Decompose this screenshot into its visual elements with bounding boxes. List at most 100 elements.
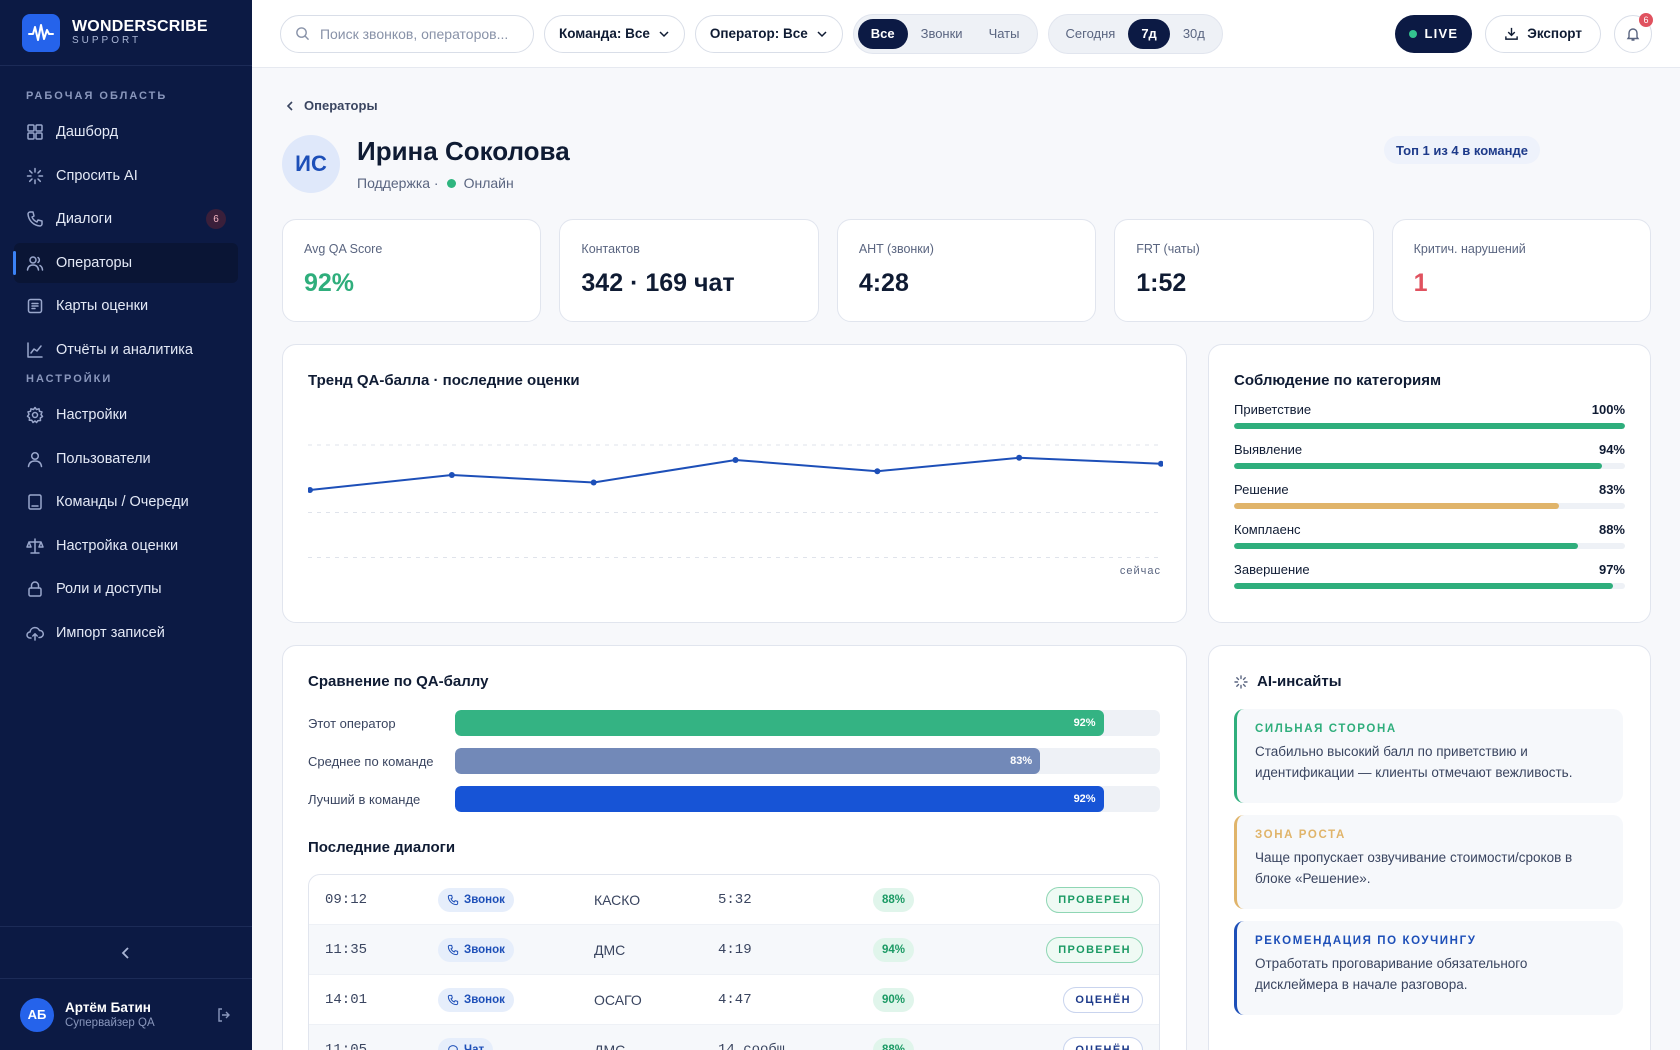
dialog-score: 94% bbox=[873, 937, 915, 962]
comparison-row: Среднее по команде 83% bbox=[308, 748, 1160, 774]
insight-card: СИЛЬНАЯ СТОРОНА Стабильно высокий балл по… bbox=[1234, 709, 1623, 803]
table-row[interactable]: 11:05 Чат ДМС 14 сообщ. 88% ОЦЕНЁН bbox=[309, 1025, 1159, 1050]
trend-point[interactable] bbox=[590, 479, 597, 486]
gear-icon bbox=[26, 406, 44, 424]
compliance-bar bbox=[1234, 463, 1602, 469]
brand-logo-icon bbox=[22, 13, 60, 52]
trend-point[interactable] bbox=[1158, 460, 1163, 467]
period-option[interactable]: Сегодня bbox=[1065, 26, 1116, 41]
sidebar-item-workspace-3[interactable]: Операторы bbox=[13, 242, 238, 283]
trend-point[interactable] bbox=[448, 472, 455, 478]
comparison-track: 92% bbox=[455, 786, 1160, 812]
kpi-value: 92% bbox=[304, 269, 355, 297]
insights-card: AI-инсайты СИЛЬНАЯ СТОРОНА Стабильно высо… bbox=[1208, 645, 1651, 1050]
table-row[interactable]: 09:12 Звонок КАСКО 5:32 88% ПРОВЕРЕН bbox=[309, 875, 1159, 925]
users-icon bbox=[26, 255, 44, 271]
bell-icon bbox=[1626, 27, 1640, 41]
dialog-score: 88% bbox=[873, 1037, 915, 1050]
insight-text: Отработать проговаривание обязательного … bbox=[1255, 956, 1528, 992]
compliance-value: 83% bbox=[1598, 482, 1625, 497]
live-dot-icon bbox=[1408, 29, 1417, 38]
search-box[interactable] bbox=[280, 14, 534, 53]
period-option[interactable]: 7д bbox=[1128, 18, 1170, 49]
cloud-upload-icon bbox=[26, 626, 44, 641]
compliance-row: Комплаенс 88% bbox=[1234, 522, 1625, 549]
kpi-card: AHT (звонки) 4:28 bbox=[836, 219, 1097, 322]
export-button[interactable]: Экспорт bbox=[1485, 14, 1601, 53]
operator-filter-label: Оператор: Все bbox=[709, 26, 808, 41]
sidebar-item-workspace-1[interactable]: Спросить AI bbox=[14, 156, 238, 196]
sidebar-item-workspace-4[interactable]: Карты оценки bbox=[14, 286, 238, 326]
dialog-status-badge: ОЦЕНЁН bbox=[1063, 986, 1143, 1013]
trend-title: Тренд QA-балла · последние оценки bbox=[308, 372, 580, 389]
live-button[interactable]: LIVE bbox=[1394, 14, 1473, 53]
sidebar-item-label: Настройки bbox=[56, 407, 128, 423]
compliance-track bbox=[1234, 583, 1625, 589]
channel-option[interactable]: Все bbox=[857, 18, 908, 49]
team-filter-dropdown[interactable]: Команда: Все bbox=[544, 14, 685, 53]
dialog-status-badge: ОЦЕНЁН bbox=[1063, 1036, 1143, 1050]
sparkle-icon bbox=[26, 167, 44, 184]
chevron-left-icon bbox=[121, 946, 129, 959]
chevron-down-icon bbox=[659, 30, 669, 37]
rank-badge: Топ 1 из 4 в команде bbox=[1384, 136, 1540, 164]
collapse-sidebar-button[interactable] bbox=[0, 926, 252, 978]
insight-text: Стабильно высокий балл по приветствию и … bbox=[1255, 744, 1573, 780]
phone-icon bbox=[447, 994, 459, 1005]
period-toggle: Сегодня 7д 30д bbox=[1047, 13, 1223, 54]
kpi-value: 342 · 169 чат bbox=[581, 269, 735, 297]
table-row[interactable]: 14:01 Звонок ОСАГО 4:47 90% ОЦЕНЁН bbox=[309, 975, 1159, 1025]
compliance-track bbox=[1234, 463, 1625, 469]
sidebar-item-workspace-0[interactable]: Дашборд bbox=[14, 112, 238, 152]
sidebar-item-label: Роли и доступы bbox=[56, 581, 162, 597]
sidebar-item-settings-2[interactable]: Команды / Очереди bbox=[14, 482, 238, 522]
kpi-row: Avg QA Score 92% Контактов 342 · 169 чат AHT… bbox=[282, 219, 1652, 322]
kpi-label: Avg QA Score bbox=[304, 242, 383, 256]
period-option[interactable]: 30д bbox=[1182, 26, 1205, 41]
compliance-row: Приветствие 100% bbox=[1234, 402, 1625, 429]
topbar: Команда: Все Оператор: Все Все Звонки Чаты… bbox=[252, 0, 1680, 68]
sidebar-item-settings-1[interactable]: Пользователи bbox=[14, 439, 238, 479]
dialog-duration: 4:47 bbox=[718, 991, 752, 1008]
brand[interactable]: WONDERSCRIBE SUPPORT bbox=[0, 0, 252, 66]
sidebar-item-settings-3[interactable]: Настройка оценки bbox=[14, 526, 238, 566]
online-status-dot-icon bbox=[446, 178, 456, 188]
comparison-bar: 92% bbox=[455, 786, 1104, 812]
compliance-value: 100% bbox=[1591, 402, 1625, 417]
insight-heading: СИЛЬНАЯ СТОРОНА bbox=[1255, 723, 1397, 735]
dialog-time: 11:35 bbox=[325, 941, 368, 958]
notifications-button[interactable]: 6 bbox=[1614, 12, 1653, 53]
compliance-bar bbox=[1234, 543, 1579, 549]
sidebar-item-settings-4[interactable]: Роли и доступы bbox=[14, 569, 238, 609]
trend-point[interactable] bbox=[874, 468, 881, 475]
operator-meta: Поддержка · Онлайн bbox=[357, 175, 514, 191]
compliance-row: Выявление 94% bbox=[1234, 442, 1625, 469]
trend-point[interactable] bbox=[1016, 454, 1023, 461]
search-input[interactable] bbox=[319, 25, 519, 42]
channel-option[interactable]: Чаты bbox=[988, 26, 1020, 41]
sidebar-item-settings-0[interactable]: Настройки bbox=[14, 395, 238, 435]
trend-point[interactable] bbox=[732, 457, 739, 463]
user-icon bbox=[27, 451, 43, 467]
dialog-duration: 14 сообщ. bbox=[718, 1041, 794, 1050]
current-user[interactable]: АБ Артём Батин Супервайзер QA bbox=[0, 978, 252, 1050]
scorecard-icon bbox=[27, 298, 43, 314]
dialog-type-chip: Звонок bbox=[438, 937, 514, 962]
sidebar-item-workspace-2[interactable]: Диалоги 6 bbox=[14, 199, 238, 239]
compliance-bar bbox=[1234, 423, 1625, 429]
comparison-dialogs-card: Сравнение по QA-баллу Этот оператор 92% Ср… bbox=[282, 645, 1187, 1050]
breadcrumb-back-link[interactable]: Операторы bbox=[284, 98, 378, 113]
chart-icon bbox=[27, 341, 43, 358]
table-row[interactable]: 11:35 Звонок ДМС 4:19 94% ПРОВЕРЕН bbox=[309, 925, 1159, 975]
compliance-row: Решение 83% bbox=[1234, 482, 1625, 509]
dialog-type: Звонок bbox=[464, 893, 505, 906]
trend-point[interactable] bbox=[308, 487, 313, 493]
sidebar-item-settings-5[interactable]: Импорт записей bbox=[14, 613, 238, 653]
operator-filter-dropdown[interactable]: Оператор: Все bbox=[694, 14, 843, 53]
logout-icon[interactable] bbox=[216, 1007, 232, 1023]
sidebar-item-workspace-5[interactable]: Отчёты и аналитика bbox=[14, 330, 238, 370]
channel-option[interactable]: Звонки bbox=[920, 26, 963, 41]
phone-icon bbox=[27, 211, 43, 227]
operator-name: Ирина Соколова bbox=[357, 136, 570, 166]
kpi-card: Контактов 342 · 169 чат bbox=[559, 219, 819, 322]
